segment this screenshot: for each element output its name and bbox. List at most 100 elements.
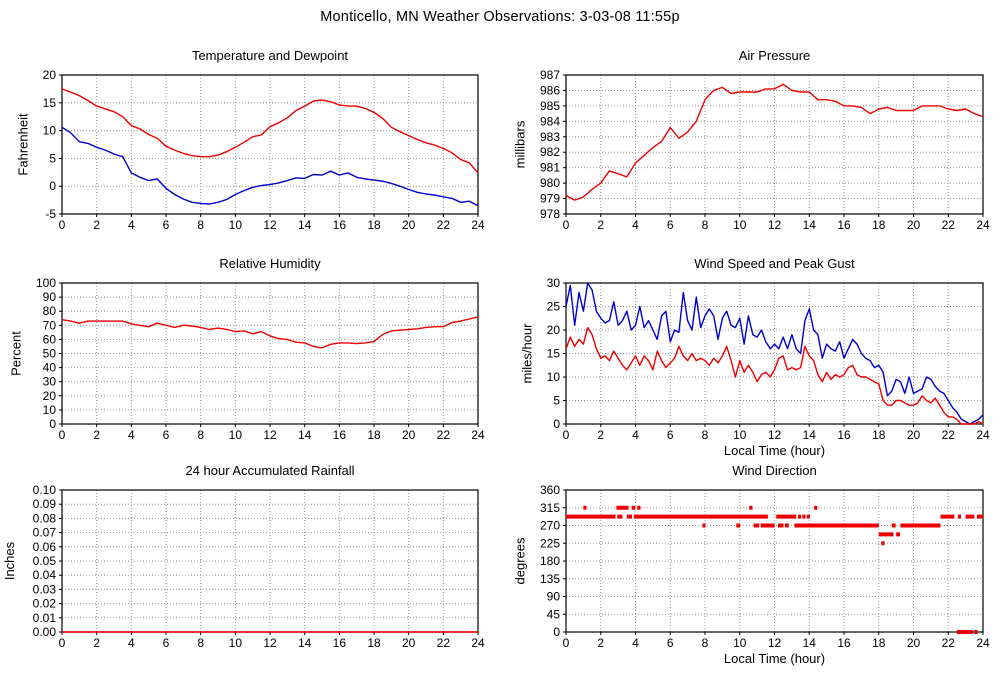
tick-label: 10	[43, 403, 57, 417]
wind-direction-mark	[760, 523, 775, 528]
wind-direction-mark	[940, 514, 955, 519]
tick-label: 40	[43, 361, 57, 375]
chart-title: Air Pressure	[739, 48, 811, 63]
tick-label: 0	[59, 428, 66, 442]
tick-label: 0.03	[33, 582, 57, 596]
tick-label: 4	[632, 218, 639, 232]
relative-humidity-chart: 0 2 4 6 8 10 12 14 16 18 20 22 240102030405060708090…	[9, 256, 485, 442]
wind-direction-mark	[797, 514, 802, 519]
tick-label: 0.02	[33, 597, 57, 611]
tick-label: 2	[597, 428, 604, 442]
wind-speed-line	[565, 326, 984, 425]
tick-label: 4	[128, 636, 135, 650]
tick-label: 12	[768, 218, 782, 232]
tick-label: 982	[540, 145, 560, 159]
tick-label: 45	[547, 607, 561, 621]
wind-direction-mark	[736, 523, 741, 528]
tick-label: 0.00	[33, 625, 57, 639]
tick-label: 8	[702, 428, 709, 442]
tick-label: 6	[667, 636, 674, 650]
axis-label: degrees	[513, 537, 528, 584]
wind-direction-mark	[891, 523, 896, 528]
wind-direction-mark	[566, 514, 616, 519]
tick-label: 18	[367, 636, 381, 650]
tick-label: 360	[540, 483, 560, 497]
tick-label: 0.08	[33, 511, 57, 525]
tick-label: 16	[837, 636, 851, 650]
tick-label: 14	[803, 636, 817, 650]
wind-direction-mark	[956, 630, 973, 634]
tick-label: 5	[553, 394, 560, 408]
chart-title: Temperature and Dewpoint	[192, 48, 348, 63]
chart-title: Wind Direction	[732, 463, 817, 478]
wind-direction-mark	[806, 514, 810, 519]
tick-label: 0	[563, 218, 570, 232]
tick-label: 0	[563, 428, 570, 442]
tick-label: 8	[702, 218, 709, 232]
tick-label: 20	[907, 428, 921, 442]
tick-label: 2	[93, 428, 100, 442]
plot-frame	[61, 74, 479, 215]
tick-label: 8	[197, 218, 204, 232]
tick-label: 24	[976, 218, 990, 232]
tick-label: 4	[632, 428, 639, 442]
tick-label: 30	[547, 276, 561, 290]
wind-direction-mark	[896, 532, 900, 537]
tick-label: 20	[43, 68, 57, 82]
tick-label: 0	[59, 636, 66, 650]
tick-label: 6	[667, 218, 674, 232]
axis-label: Local Time (hour)	[724, 443, 825, 458]
tick-label: 980	[540, 176, 560, 190]
tick-label: 14	[803, 428, 817, 442]
tick-label: 0	[59, 218, 66, 232]
tick-label: 8	[197, 636, 204, 650]
wind-direction-mark	[633, 514, 768, 519]
tick-label: 315	[540, 501, 560, 515]
axis-label: Local Time (hour)	[724, 651, 825, 666]
wind-direction-mark	[616, 505, 629, 510]
wind-direction-mark	[878, 532, 894, 537]
tick-label: 14	[803, 218, 817, 232]
tick-label: 20	[907, 636, 921, 650]
tick-label: 14	[298, 428, 312, 442]
temperature-dewpoint-chart: 0 2 4 6 8 10 12 14 16 18 20 22 24-505101520Temperatu…	[15, 48, 485, 232]
tick-label: 20	[907, 218, 921, 232]
tick-label: 2	[93, 218, 100, 232]
tick-label: 24	[976, 428, 990, 442]
wind-direction-mark	[753, 523, 760, 528]
plot-frame	[565, 489, 984, 633]
plot-frame	[565, 74, 984, 215]
tick-label: 18	[367, 428, 381, 442]
tick-label: 22	[942, 218, 956, 232]
tick-label: 0	[563, 636, 570, 650]
tick-label: 12	[263, 636, 277, 650]
axis-label: Inches	[2, 541, 17, 580]
tick-label: 0	[553, 625, 560, 639]
tick-label: 0.06	[33, 540, 57, 554]
axis-label: miles/hour	[519, 323, 534, 384]
tick-label: 135	[540, 572, 560, 586]
wind-direction-mark	[631, 505, 636, 510]
tick-label: 979	[540, 192, 560, 206]
tick-label: 2	[597, 636, 604, 650]
plot-frame	[565, 282, 984, 425]
chart-title: 24 hour Accumulated Rainfall	[185, 463, 354, 478]
tick-label: 12	[263, 218, 277, 232]
tick-label: 12	[768, 428, 782, 442]
tick-label: 22	[942, 428, 956, 442]
tick-label: 14	[298, 636, 312, 650]
wind-direction-mark	[626, 514, 633, 519]
tick-label: 983	[540, 130, 560, 144]
tick-label: 5	[49, 151, 56, 165]
tick-label: 2	[597, 218, 604, 232]
tick-label: 10	[229, 218, 243, 232]
tick-label: 10	[733, 636, 747, 650]
tick-label: 0.01	[33, 611, 57, 625]
tick-label: 80	[43, 304, 57, 318]
tick-label: 978	[540, 207, 560, 221]
wind-direction-mark	[784, 523, 789, 528]
tick-label: 15	[547, 347, 561, 361]
tick-label: 0.09	[33, 497, 57, 511]
tick-label: 20	[402, 636, 416, 650]
